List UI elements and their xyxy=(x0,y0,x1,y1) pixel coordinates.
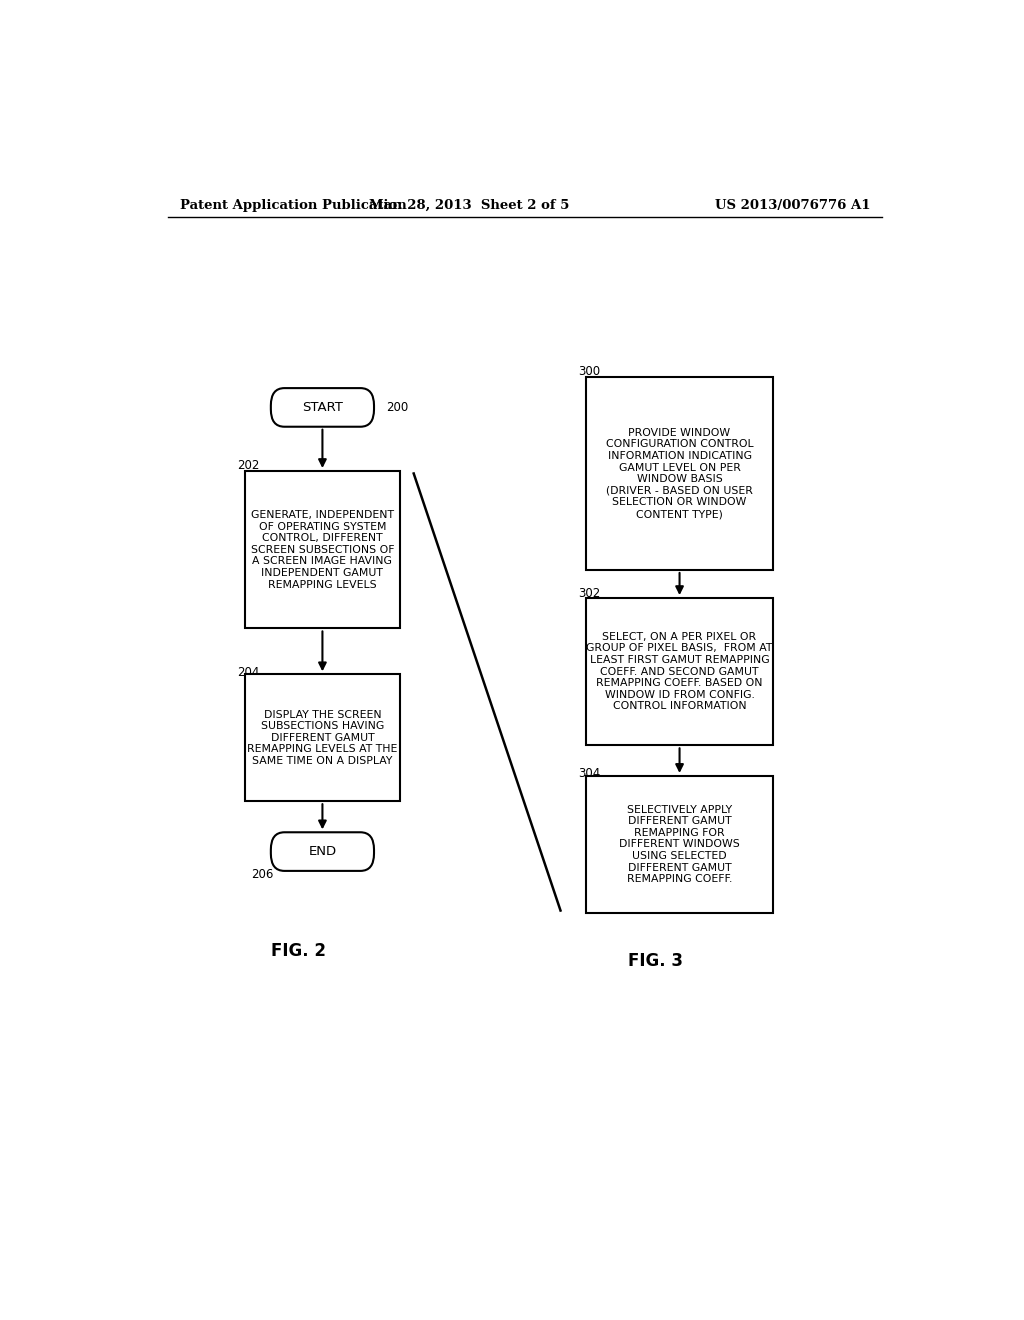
FancyBboxPatch shape xyxy=(245,675,399,801)
Text: US 2013/0076776 A1: US 2013/0076776 A1 xyxy=(715,198,870,211)
Text: Patent Application Publication: Patent Application Publication xyxy=(179,198,407,211)
FancyBboxPatch shape xyxy=(587,598,773,746)
Text: FIG. 3: FIG. 3 xyxy=(629,952,683,970)
Text: 304: 304 xyxy=(578,767,600,780)
FancyBboxPatch shape xyxy=(270,388,374,426)
Text: 206: 206 xyxy=(251,869,273,882)
FancyBboxPatch shape xyxy=(587,776,773,913)
Text: DISPLAY THE SCREEN
SUBSECTIONS HAVING
DIFFERENT GAMUT
REMAPPING LEVELS AT THE
SA: DISPLAY THE SCREEN SUBSECTIONS HAVING DI… xyxy=(247,710,397,766)
FancyBboxPatch shape xyxy=(587,378,773,570)
Text: FIG. 2: FIG. 2 xyxy=(271,942,326,960)
Text: SELECT, ON A PER PIXEL OR
GROUP OF PIXEL BASIS,  FROM AT
LEAST FIRST GAMUT REMAP: SELECT, ON A PER PIXEL OR GROUP OF PIXEL… xyxy=(587,632,773,711)
Text: START: START xyxy=(302,401,343,414)
FancyBboxPatch shape xyxy=(270,833,374,871)
Text: 202: 202 xyxy=(238,459,260,471)
Text: 300: 300 xyxy=(578,366,600,379)
Text: 200: 200 xyxy=(386,401,409,414)
Text: END: END xyxy=(308,845,337,858)
Text: GENERATE, INDEPENDENT
OF OPERATING SYSTEM
CONTROL, DIFFERENT
SCREEN SUBSECTIONS : GENERATE, INDEPENDENT OF OPERATING SYSTE… xyxy=(251,510,394,590)
Text: 302: 302 xyxy=(578,587,600,599)
FancyBboxPatch shape xyxy=(245,471,399,628)
Text: 204: 204 xyxy=(238,667,260,680)
Text: PROVIDE WINDOW
CONFIGURATION CONTROL
INFORMATION INDICATING
GAMUT LEVEL ON PER
W: PROVIDE WINDOW CONFIGURATION CONTROL INF… xyxy=(606,428,754,519)
Text: Mar. 28, 2013  Sheet 2 of 5: Mar. 28, 2013 Sheet 2 of 5 xyxy=(369,198,569,211)
Text: SELECTIVELY APPLY
DIFFERENT GAMUT
REMAPPING FOR
DIFFERENT WINDOWS
USING SELECTED: SELECTIVELY APPLY DIFFERENT GAMUT REMAPP… xyxy=(620,805,740,884)
